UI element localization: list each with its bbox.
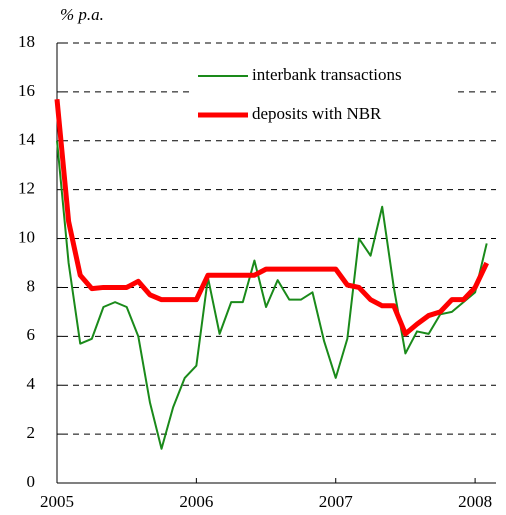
series-line (54, 98, 489, 337)
y-tick-label: 8 (27, 276, 36, 295)
y-tick-label: 18 (18, 32, 35, 51)
y-tick-label: 14 (18, 130, 36, 149)
x-tick-label: 2006 (179, 492, 213, 511)
x-tick-label: 2005 (40, 492, 74, 511)
x-tick-label: 2008 (458, 492, 492, 511)
legend-label: interbank transactions (252, 65, 402, 84)
y-tick-label: 4 (27, 374, 36, 393)
y-tick-label: 6 (27, 325, 36, 344)
legend-box (190, 62, 458, 130)
y-axis-label: % p.a. (60, 5, 104, 24)
y-tick-label: 10 (18, 227, 35, 246)
y-tick-label: 2 (27, 423, 36, 442)
y-tick-label: 12 (18, 179, 35, 198)
y-tick-label: 16 (18, 81, 35, 100)
legend-label: deposits with NBR (252, 104, 382, 123)
series-line (56, 140, 488, 450)
x-tick-label: 2007 (319, 492, 354, 511)
y-tick-label: 0 (27, 472, 36, 491)
